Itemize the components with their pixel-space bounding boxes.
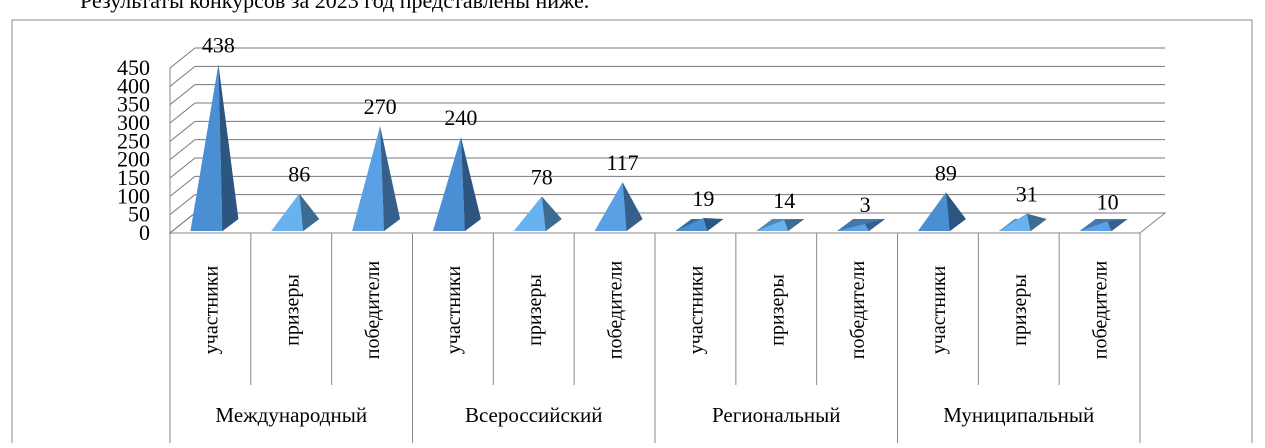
y-tick-label: 350 bbox=[117, 92, 150, 117]
data-label: 78 bbox=[531, 164, 553, 189]
x-tick-label: участники bbox=[200, 266, 222, 355]
data-label: 3 bbox=[860, 192, 871, 217]
chart-frame bbox=[11, 19, 1253, 448]
y-tick-label: 50 bbox=[128, 202, 150, 227]
x-tick-label: призеры bbox=[524, 274, 546, 346]
grid-line bbox=[169, 157, 1165, 179]
data-label: 438 bbox=[202, 32, 235, 57]
caption: Результаты конкурсов за 2023 год предста… bbox=[80, 0, 589, 13]
pyramid bbox=[756, 219, 805, 231]
grid-line bbox=[169, 65, 1165, 87]
data-label: 89 bbox=[935, 160, 957, 185]
pyramid-side bbox=[380, 126, 401, 231]
pyramid-front bbox=[432, 137, 465, 231]
x-tick-label: победители bbox=[1090, 261, 1112, 360]
pyramid-side bbox=[945, 192, 966, 231]
grid-line bbox=[169, 102, 1165, 124]
pyramid-front bbox=[513, 196, 546, 231]
x-tick-label: победители bbox=[605, 261, 627, 360]
x-tick-label: победители bbox=[362, 261, 384, 360]
pyramid-side bbox=[1026, 213, 1047, 231]
data-label: 117 bbox=[606, 150, 638, 175]
pyramid-side bbox=[299, 193, 320, 231]
pyramid-front bbox=[594, 182, 627, 231]
pyramid-front bbox=[1079, 221, 1112, 231]
pyramid-front bbox=[917, 192, 950, 231]
data-label: 270 bbox=[364, 94, 397, 119]
x-tick-label: призеры bbox=[766, 274, 788, 346]
pyramid bbox=[352, 126, 401, 231]
grid-line bbox=[169, 120, 1165, 142]
y-tick-label: 300 bbox=[117, 110, 150, 135]
pyramid-front bbox=[837, 223, 870, 231]
pyramid-front bbox=[756, 219, 789, 231]
grid-line bbox=[169, 194, 1165, 216]
x-tick-label: призеры bbox=[1009, 274, 1031, 346]
group-label: Региональный bbox=[712, 403, 840, 427]
group-label: Международный bbox=[215, 403, 367, 427]
grid-line bbox=[169, 47, 1165, 69]
pyramid-side bbox=[703, 218, 724, 231]
x-tick-label: участники bbox=[928, 266, 950, 355]
pyramid-front bbox=[998, 213, 1031, 231]
pyramid-side bbox=[622, 182, 643, 231]
pyramid bbox=[837, 219, 886, 231]
grid-line bbox=[169, 175, 1165, 197]
pyramid bbox=[1079, 219, 1128, 231]
group-label: Муниципальный bbox=[943, 403, 1094, 427]
pyramid bbox=[513, 196, 562, 231]
y-tick-label: 100 bbox=[117, 183, 150, 208]
pyramid-side bbox=[218, 64, 239, 232]
x-tick-label: победители bbox=[847, 261, 869, 360]
data-label: 10 bbox=[1097, 189, 1119, 214]
x-tick-label: участники bbox=[443, 266, 465, 355]
x-tick-label: призеры bbox=[281, 274, 303, 346]
y-tick-label: 150 bbox=[117, 165, 150, 190]
data-label: 86 bbox=[288, 161, 310, 186]
pyramid bbox=[594, 182, 643, 231]
pyramid-front bbox=[190, 64, 223, 232]
pyramid-front bbox=[352, 126, 385, 231]
pyramid-side bbox=[541, 196, 562, 231]
data-label: 31 bbox=[1016, 182, 1038, 207]
data-label: 19 bbox=[692, 186, 714, 211]
group-label: Всероссийский bbox=[465, 403, 603, 427]
data-label: 14 bbox=[773, 188, 795, 213]
y-tick-label: 0 bbox=[139, 220, 150, 245]
y-tick-label: 450 bbox=[117, 55, 150, 80]
data-label: 240 bbox=[444, 105, 477, 130]
y-tick-label: 400 bbox=[117, 73, 150, 98]
pyramid-front bbox=[271, 193, 304, 231]
pyramid bbox=[432, 137, 481, 231]
pyramid bbox=[998, 213, 1047, 231]
pyramid-side bbox=[865, 219, 886, 231]
y-tick-label: 250 bbox=[117, 128, 150, 153]
y-tick-label: 200 bbox=[117, 147, 150, 172]
pyramid-side bbox=[784, 219, 805, 231]
pyramid bbox=[190, 64, 239, 232]
grid-line bbox=[169, 139, 1165, 161]
pyramid-front bbox=[675, 218, 708, 231]
x-tick-label: участники bbox=[685, 266, 707, 355]
pyramid bbox=[675, 218, 724, 231]
pyramid bbox=[917, 192, 966, 231]
pyramid-side bbox=[460, 137, 481, 231]
grid-line bbox=[169, 84, 1165, 106]
pyramid-side bbox=[1107, 219, 1128, 231]
pyramid bbox=[271, 193, 320, 231]
